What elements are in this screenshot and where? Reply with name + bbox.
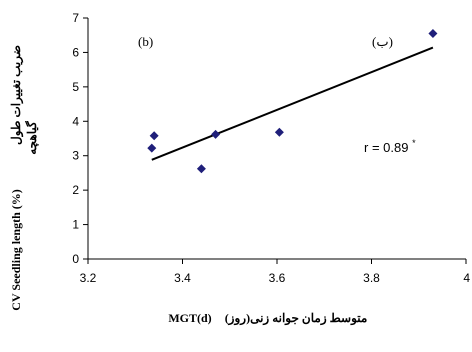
trendline: [151, 46, 434, 161]
x-axis-ticks: 3.2 3.4 3.6 3.8 4: [80, 259, 470, 285]
data-point-marker: [211, 129, 221, 139]
y-tick-label: 1: [72, 218, 79, 232]
y-tick-label: 7: [72, 11, 79, 25]
data-point-marker: [274, 127, 284, 137]
data-point-marker: [147, 143, 157, 153]
data-point-marker: [149, 131, 159, 141]
y-axis-title-latin: CV Seedling length (%): [9, 189, 23, 310]
y-tick-label: 4: [72, 114, 79, 128]
data-point-marker: [196, 164, 206, 174]
y-axis-title-arabic-line1: ضریب تغییرات طول: [9, 45, 24, 145]
correlation-label: r = 0.89 *: [364, 138, 416, 155]
x-tick-label: 3.8: [363, 271, 380, 285]
x-axis-title-latin: MGT(d): [168, 311, 211, 325]
x-tick-label: 3.4: [174, 271, 191, 285]
y-axis-ticks: 0 1 2 3 4 5 6 7: [72, 11, 88, 266]
panel-label-arabic: (ب): [372, 34, 393, 49]
y-tick-label: 6: [72, 45, 79, 59]
correlation-value: r = 0.89: [364, 140, 408, 155]
data-point-marker: [428, 28, 438, 38]
axes: [87, 18, 466, 260]
y-tick-label: 0: [72, 252, 79, 266]
trendline-group: [151, 46, 434, 161]
y-tick-label: 5: [72, 80, 79, 94]
x-axis-title-arabic: متوسط زمان جوانه زنی(روز): [225, 311, 368, 326]
y-axis-title-arabic-line2: گیاهچه: [24, 121, 39, 155]
x-tick-label: 3.6: [269, 271, 286, 285]
data-points: [147, 28, 438, 174]
panel-label-latin: (b): [138, 34, 153, 49]
x-tick-label: 4: [463, 271, 470, 285]
y-tick-label: 2: [72, 183, 79, 197]
correlation-significance: *: [412, 138, 416, 148]
y-tick-label: 3: [72, 149, 79, 163]
x-tick-label: 3.2: [80, 271, 97, 285]
